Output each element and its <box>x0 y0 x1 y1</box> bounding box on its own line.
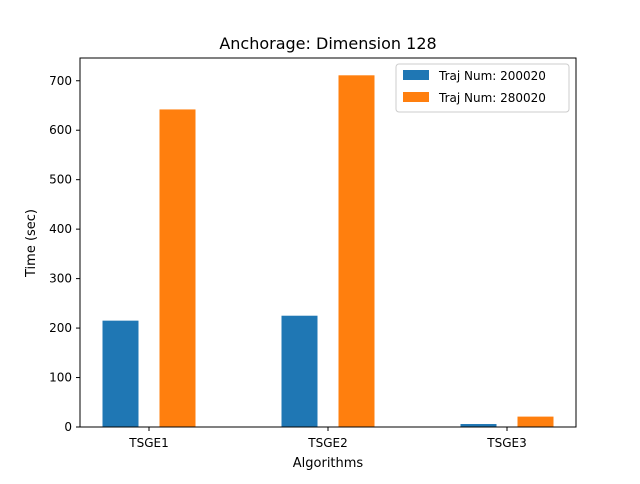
y-axis-label: Time (sec) <box>24 209 39 278</box>
legend-box <box>395 63 570 113</box>
x-tick-label: TSGE3 <box>486 436 526 450</box>
y-tick-label: 200 <box>49 321 72 335</box>
legend-label-series-2: Traj Num: 280020 <box>438 91 546 105</box>
y-axis-ticks: 0 100 200 300 400 500 600 700 <box>49 74 80 434</box>
y-tick-label: 400 <box>49 222 72 236</box>
y-tick-label: 500 <box>49 173 72 187</box>
chart-title: Anchorage: Dimension 128 <box>219 34 436 53</box>
bar-series-1-tsge3 <box>460 424 497 427</box>
legend-label-series-1: Traj Num: 200020 <box>438 69 546 83</box>
bar-series-2-tsge2 <box>338 75 375 427</box>
x-tick-label: TSGE1 <box>128 436 168 450</box>
y-tick-label: 700 <box>49 74 72 88</box>
y-tick-label: 600 <box>49 123 72 137</box>
bar-series-2-tsge3 <box>517 416 554 427</box>
y-tick-label: 0 <box>64 420 72 434</box>
bars-layer <box>102 75 554 427</box>
legend-swatch-series-2 <box>403 92 429 102</box>
y-tick-label: 300 <box>49 272 72 286</box>
bar-series-2-tsge1 <box>159 109 196 427</box>
plot-frame <box>79 57 577 428</box>
bar-series-1-tsge2 <box>281 315 318 427</box>
legend: Traj Num: 200020 Traj Num: 280020 <box>395 63 570 113</box>
x-axis-label: Algorithms <box>293 456 364 471</box>
x-axis-ticks: TSGE1 TSGE2 TSGE3 <box>128 427 527 450</box>
y-tick-label: 100 <box>49 371 72 385</box>
bar-series-1-tsge1 <box>102 320 139 427</box>
legend-swatch-series-1 <box>403 70 429 80</box>
x-tick-label: TSGE2 <box>307 436 347 450</box>
